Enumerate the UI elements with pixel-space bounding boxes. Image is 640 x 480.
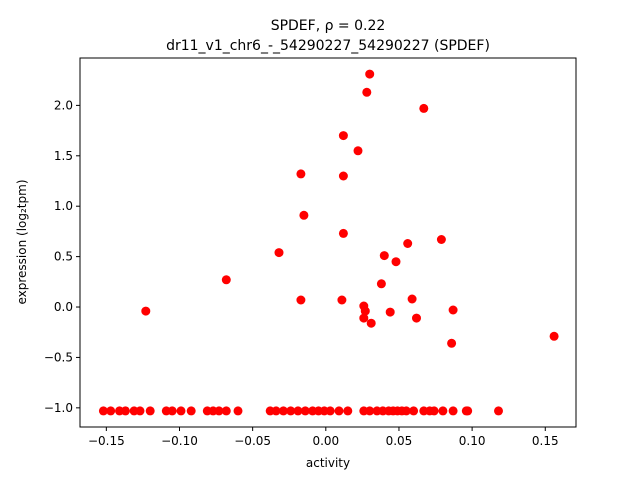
data-point-46	[271, 406, 281, 416]
data-point-58	[365, 406, 375, 416]
data-point-50	[300, 406, 310, 416]
data-point-23	[448, 305, 458, 315]
data-point-48	[286, 406, 296, 416]
data-point-0	[365, 69, 375, 79]
x-axis-ticks: −0.15 −0.10 −0.05 0.00 0.05 0.10 0.15	[88, 427, 559, 448]
data-point-70	[438, 406, 448, 416]
data-point-13	[391, 257, 401, 267]
data-point-1	[362, 87, 372, 97]
data-point-35	[145, 406, 155, 416]
y-tick-label: 0.5	[54, 250, 73, 264]
data-point-71	[448, 406, 458, 416]
data-point-22	[385, 307, 395, 317]
data-point-20	[141, 306, 151, 316]
data-point-3	[338, 131, 348, 141]
data-point-28	[447, 338, 457, 348]
x-tick-label: −0.05	[234, 434, 271, 448]
data-point-24	[359, 313, 369, 323]
data-point-27	[549, 331, 559, 341]
data-point-44	[233, 406, 243, 416]
data-point-37	[167, 406, 177, 416]
data-point-29	[98, 406, 108, 416]
data-point-8	[338, 228, 348, 238]
x-tick-label: 0.10	[459, 434, 486, 448]
data-point-16	[296, 295, 306, 305]
data-point-6	[338, 171, 348, 181]
data-point-4	[353, 146, 363, 156]
data-point-14	[221, 275, 231, 285]
data-point-34	[135, 406, 145, 416]
data-point-42	[214, 406, 224, 416]
data-point-69	[429, 406, 439, 416]
x-tick-label: −0.10	[161, 434, 198, 448]
y-tick-label: 0.0	[54, 300, 73, 314]
data-point-38	[176, 406, 186, 416]
data-point-17	[337, 295, 347, 305]
data-point-11	[274, 248, 284, 258]
y-tick-label: 2.0	[54, 98, 73, 112]
x-tick-label: 0.05	[386, 434, 413, 448]
data-point-66	[409, 406, 419, 416]
chart-title-line1: SPDEF, ρ = 0.22	[271, 18, 386, 34]
data-point-47	[278, 406, 288, 416]
data-point-43	[221, 406, 231, 416]
data-point-25	[366, 318, 376, 328]
data-point-2	[419, 103, 429, 113]
data-point-18	[407, 294, 417, 304]
x-tick-label: 0.15	[532, 434, 559, 448]
data-point-5	[296, 169, 306, 179]
data-point-65	[401, 406, 411, 416]
data-point-30	[106, 406, 116, 416]
data-point-56	[343, 406, 353, 416]
data-point-12	[379, 251, 389, 261]
data-point-39	[186, 406, 196, 416]
y-axis-label: expression (log₂tpm)	[15, 179, 29, 304]
plot-area-frame	[79, 57, 577, 428]
x-tick-label: 0.00	[312, 434, 339, 448]
chart-title-line2: dr11_v1_chr6_-_54290227_54290227 (SPDEF)	[166, 38, 490, 54]
x-axis-label: activity	[306, 456, 350, 470]
data-point-21	[360, 306, 370, 316]
data-point-74	[494, 406, 503, 416]
data-point-10	[403, 239, 413, 248]
data-point-7	[299, 210, 309, 220]
data-point-32	[120, 406, 130, 416]
data-point-49	[293, 406, 303, 416]
y-tick-label: 1.5	[54, 149, 73, 163]
y-tick-label: −0.5	[44, 350, 73, 364]
y-tick-label: 1.0	[54, 199, 73, 213]
data-point-55	[334, 406, 344, 416]
data-point-26	[412, 313, 421, 323]
x-tick-label: −0.15	[88, 434, 125, 448]
data-point-15	[376, 279, 386, 289]
y-axis-ticks: −1.0 −0.5 0.0 0.5 1.0 1.5 2.0	[44, 98, 80, 415]
y-tick-label: −1.0	[44, 401, 73, 415]
data-point-54	[325, 406, 335, 416]
points-layer	[98, 69, 559, 416]
data-point-9	[436, 235, 446, 244]
data-point-73	[463, 406, 473, 416]
